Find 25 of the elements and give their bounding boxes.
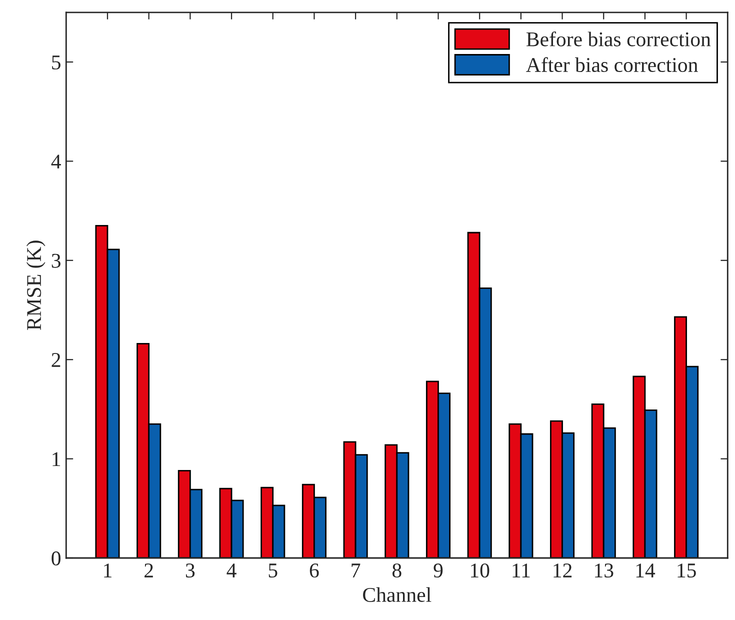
x-axis-title: Channel	[363, 587, 432, 602]
x-tick-label: 14	[636, 564, 656, 578]
y-tick-label: 5	[52, 56, 60, 70]
y-axis-title: RMSE (K)	[26, 240, 46, 330]
y-tick-label: 2	[52, 353, 60, 367]
x-tick-label: 5	[268, 564, 278, 578]
x-tick-label: 15	[678, 564, 696, 578]
x-tick-label: 13	[595, 564, 614, 578]
y-tick-label: 3	[52, 254, 60, 268]
legend-label: Before bias correction	[526, 31, 711, 46]
legend-label: After bias correction	[526, 57, 698, 72]
x-tick-label: 8	[392, 563, 402, 578]
x-tick-label: 3	[186, 564, 195, 578]
y-tick-label: 1	[52, 452, 60, 466]
x-tick-label: 12	[554, 564, 572, 578]
x-tick-label: 2	[144, 564, 153, 578]
x-tick-label: 1	[104, 564, 112, 578]
x-tick-label: 4	[226, 564, 236, 578]
x-tick-label: 9	[434, 564, 443, 578]
x-tick-label: 10	[471, 563, 490, 578]
y-tick-label: 4	[51, 154, 61, 168]
x-tick-label: 6	[310, 564, 319, 578]
y-tick-label: 0	[52, 551, 60, 566]
x-tick-label: 7	[352, 564, 360, 578]
x-tick-label: 11	[512, 564, 530, 578]
